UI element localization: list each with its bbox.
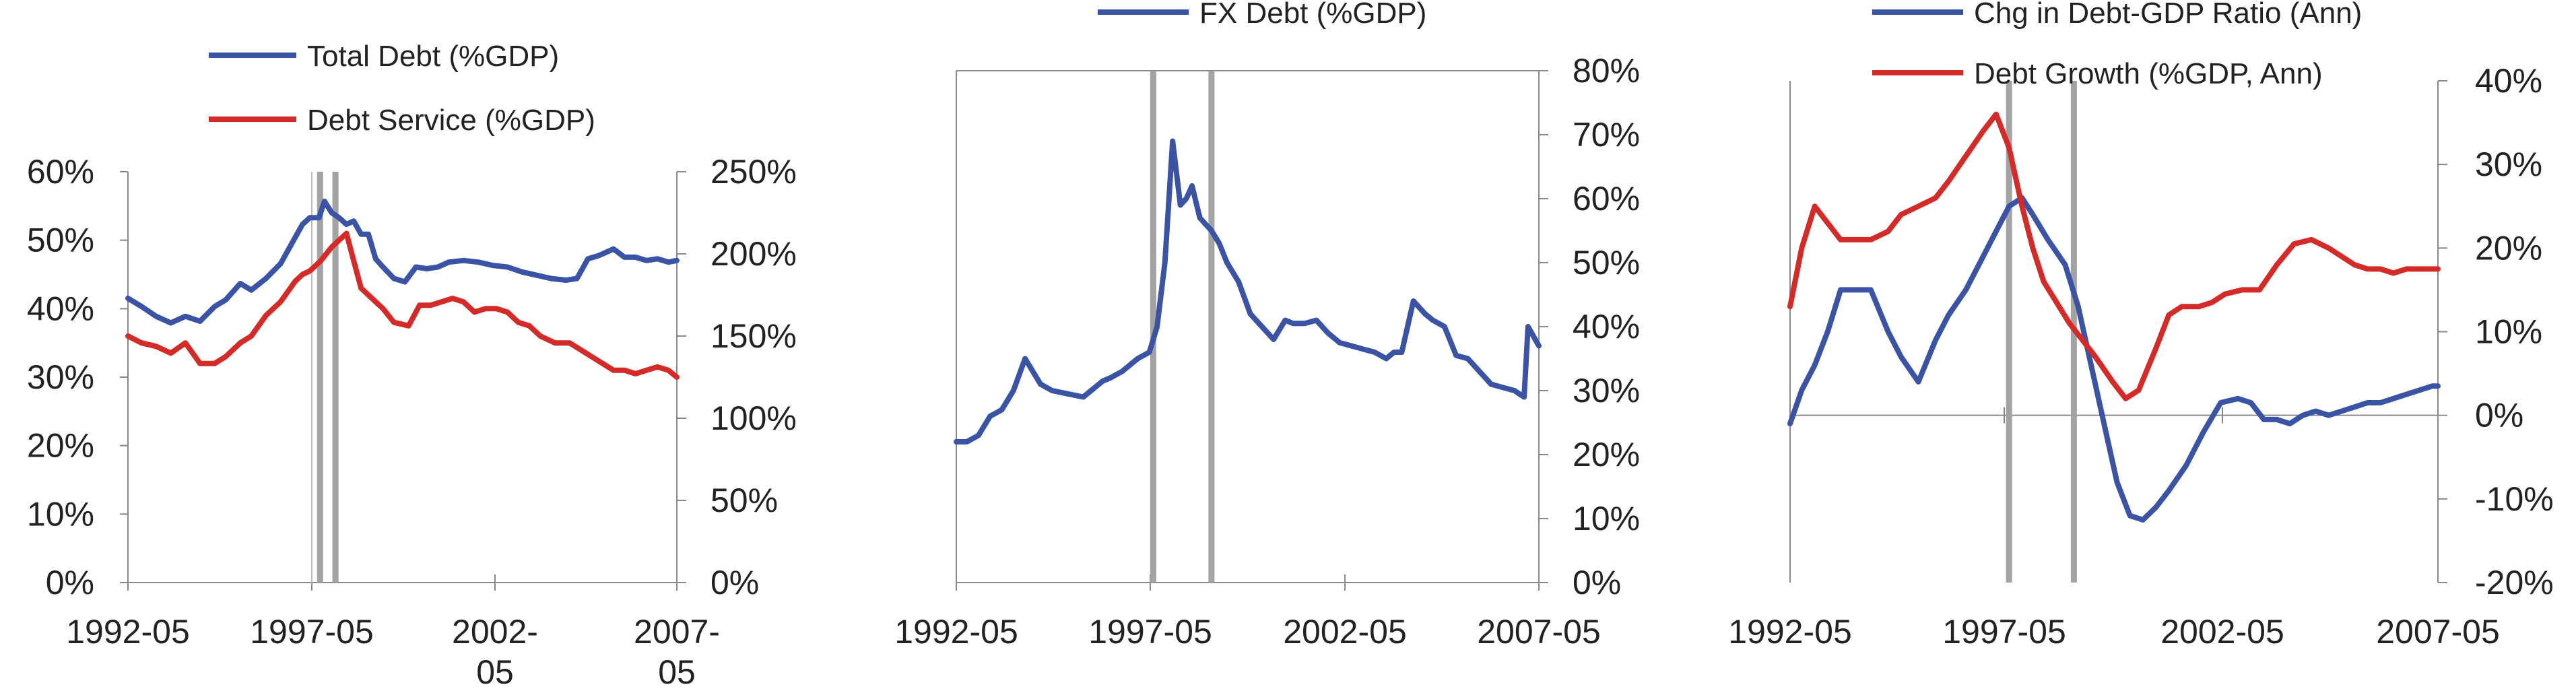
right-tick-label: 40%: [1573, 308, 1640, 345]
left-tick-label: 20%: [27, 427, 94, 465]
x-tick-label-line2: 05: [658, 653, 696, 691]
x-tick-label: 2007-05: [2376, 613, 2500, 651]
x-tick-label: 2002-05: [2160, 613, 2284, 651]
right-tick-label: 10%: [1573, 500, 1640, 537]
x-tick-label: 1992-05: [66, 613, 190, 651]
series-line-1: [125, 198, 680, 326]
right-tick-label: 150%: [711, 317, 797, 355]
right-tick-label: 30%: [1573, 372, 1640, 409]
right-tick-label: 0%: [2475, 397, 2523, 434]
right-tick-label: 0%: [711, 564, 759, 601]
x-tick-label: 2002-05: [1283, 613, 1407, 651]
series-line-1: [1787, 195, 2441, 523]
right-tick-label: 0%: [1573, 564, 1621, 601]
x-tick-label-line2: 05: [476, 653, 514, 691]
left-tick-label: 60%: [27, 153, 94, 191]
right-tick-label: 50%: [711, 482, 778, 519]
legend-label: Debt Growth (%GDP, Ann): [1974, 57, 2323, 90]
right-tick-label: 10%: [2475, 313, 2542, 351]
chart-panel-3: 1992-05 1997-05 2002-05 2007-05 -20% -10% 0% 10…: [1728, 0, 2553, 651]
left-tick-label: 30%: [27, 358, 94, 396]
right-tick-label: 20%: [1573, 436, 1640, 473]
x-tick-label: 1997-05: [1088, 613, 1212, 651]
right-tick-label: 40%: [2475, 62, 2542, 100]
right-tick-label: 100%: [711, 399, 797, 437]
legend-label: Debt Service (%GDP): [307, 104, 595, 137]
x-tick-label: 2007-: [634, 613, 720, 651]
right-tick-label: 50%: [1573, 244, 1640, 282]
left-tick-label: 0%: [46, 564, 94, 601]
series-line-1: [954, 138, 1542, 444]
right-tick-label: 70%: [1573, 116, 1640, 154]
right-tick-label: 60%: [1573, 180, 1640, 218]
right-tick-label: 30%: [2475, 145, 2542, 183]
x-tick-label: 1992-05: [894, 613, 1018, 651]
chart-panel-1: 1992-05 1997-05 2002-052007-050%10%20%30%4…: [27, 40, 797, 691]
x-tick-label: 1992-05: [1728, 613, 1852, 651]
right-tick-label: 200%: [711, 235, 797, 273]
series-line-2: [125, 230, 680, 380]
right-tick-label: 250%: [711, 153, 797, 191]
x-tick-label: 2007-05: [1477, 613, 1601, 651]
x-tick-label: 2002-: [452, 613, 538, 651]
left-tick-label: 50%: [27, 222, 94, 259]
right-tick-label: 20%: [2475, 229, 2542, 267]
right-tick-label: 80%: [1573, 52, 1640, 90]
right-tick-label: -10%: [2475, 480, 2554, 518]
x-tick-label: 1997-05: [250, 613, 374, 651]
series-line-2: [1787, 111, 2441, 401]
chart-panel-2: 1992-05 1997-05 2002-05 2007-05 0% 10% 20% 30% 4…: [894, 0, 1640, 651]
legend-label: FX Debt (%GDP): [1199, 0, 1426, 30]
x-tick-label: 1997-05: [1942, 613, 2066, 651]
legend-label: Chg in Debt-GDP Ratio (Ann): [1974, 0, 2362, 30]
right-tick-label: -20%: [2475, 564, 2554, 601]
left-tick-label: 10%: [27, 495, 94, 533]
legend-label: Total Debt (%GDP): [307, 40, 559, 73]
left-tick-label: 40%: [27, 290, 94, 327]
